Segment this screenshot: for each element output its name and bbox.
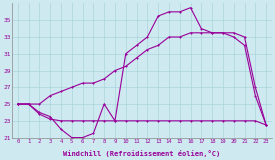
X-axis label: Windchill (Refroidissement éolien,°C): Windchill (Refroidissement éolien,°C) [63, 150, 221, 156]
